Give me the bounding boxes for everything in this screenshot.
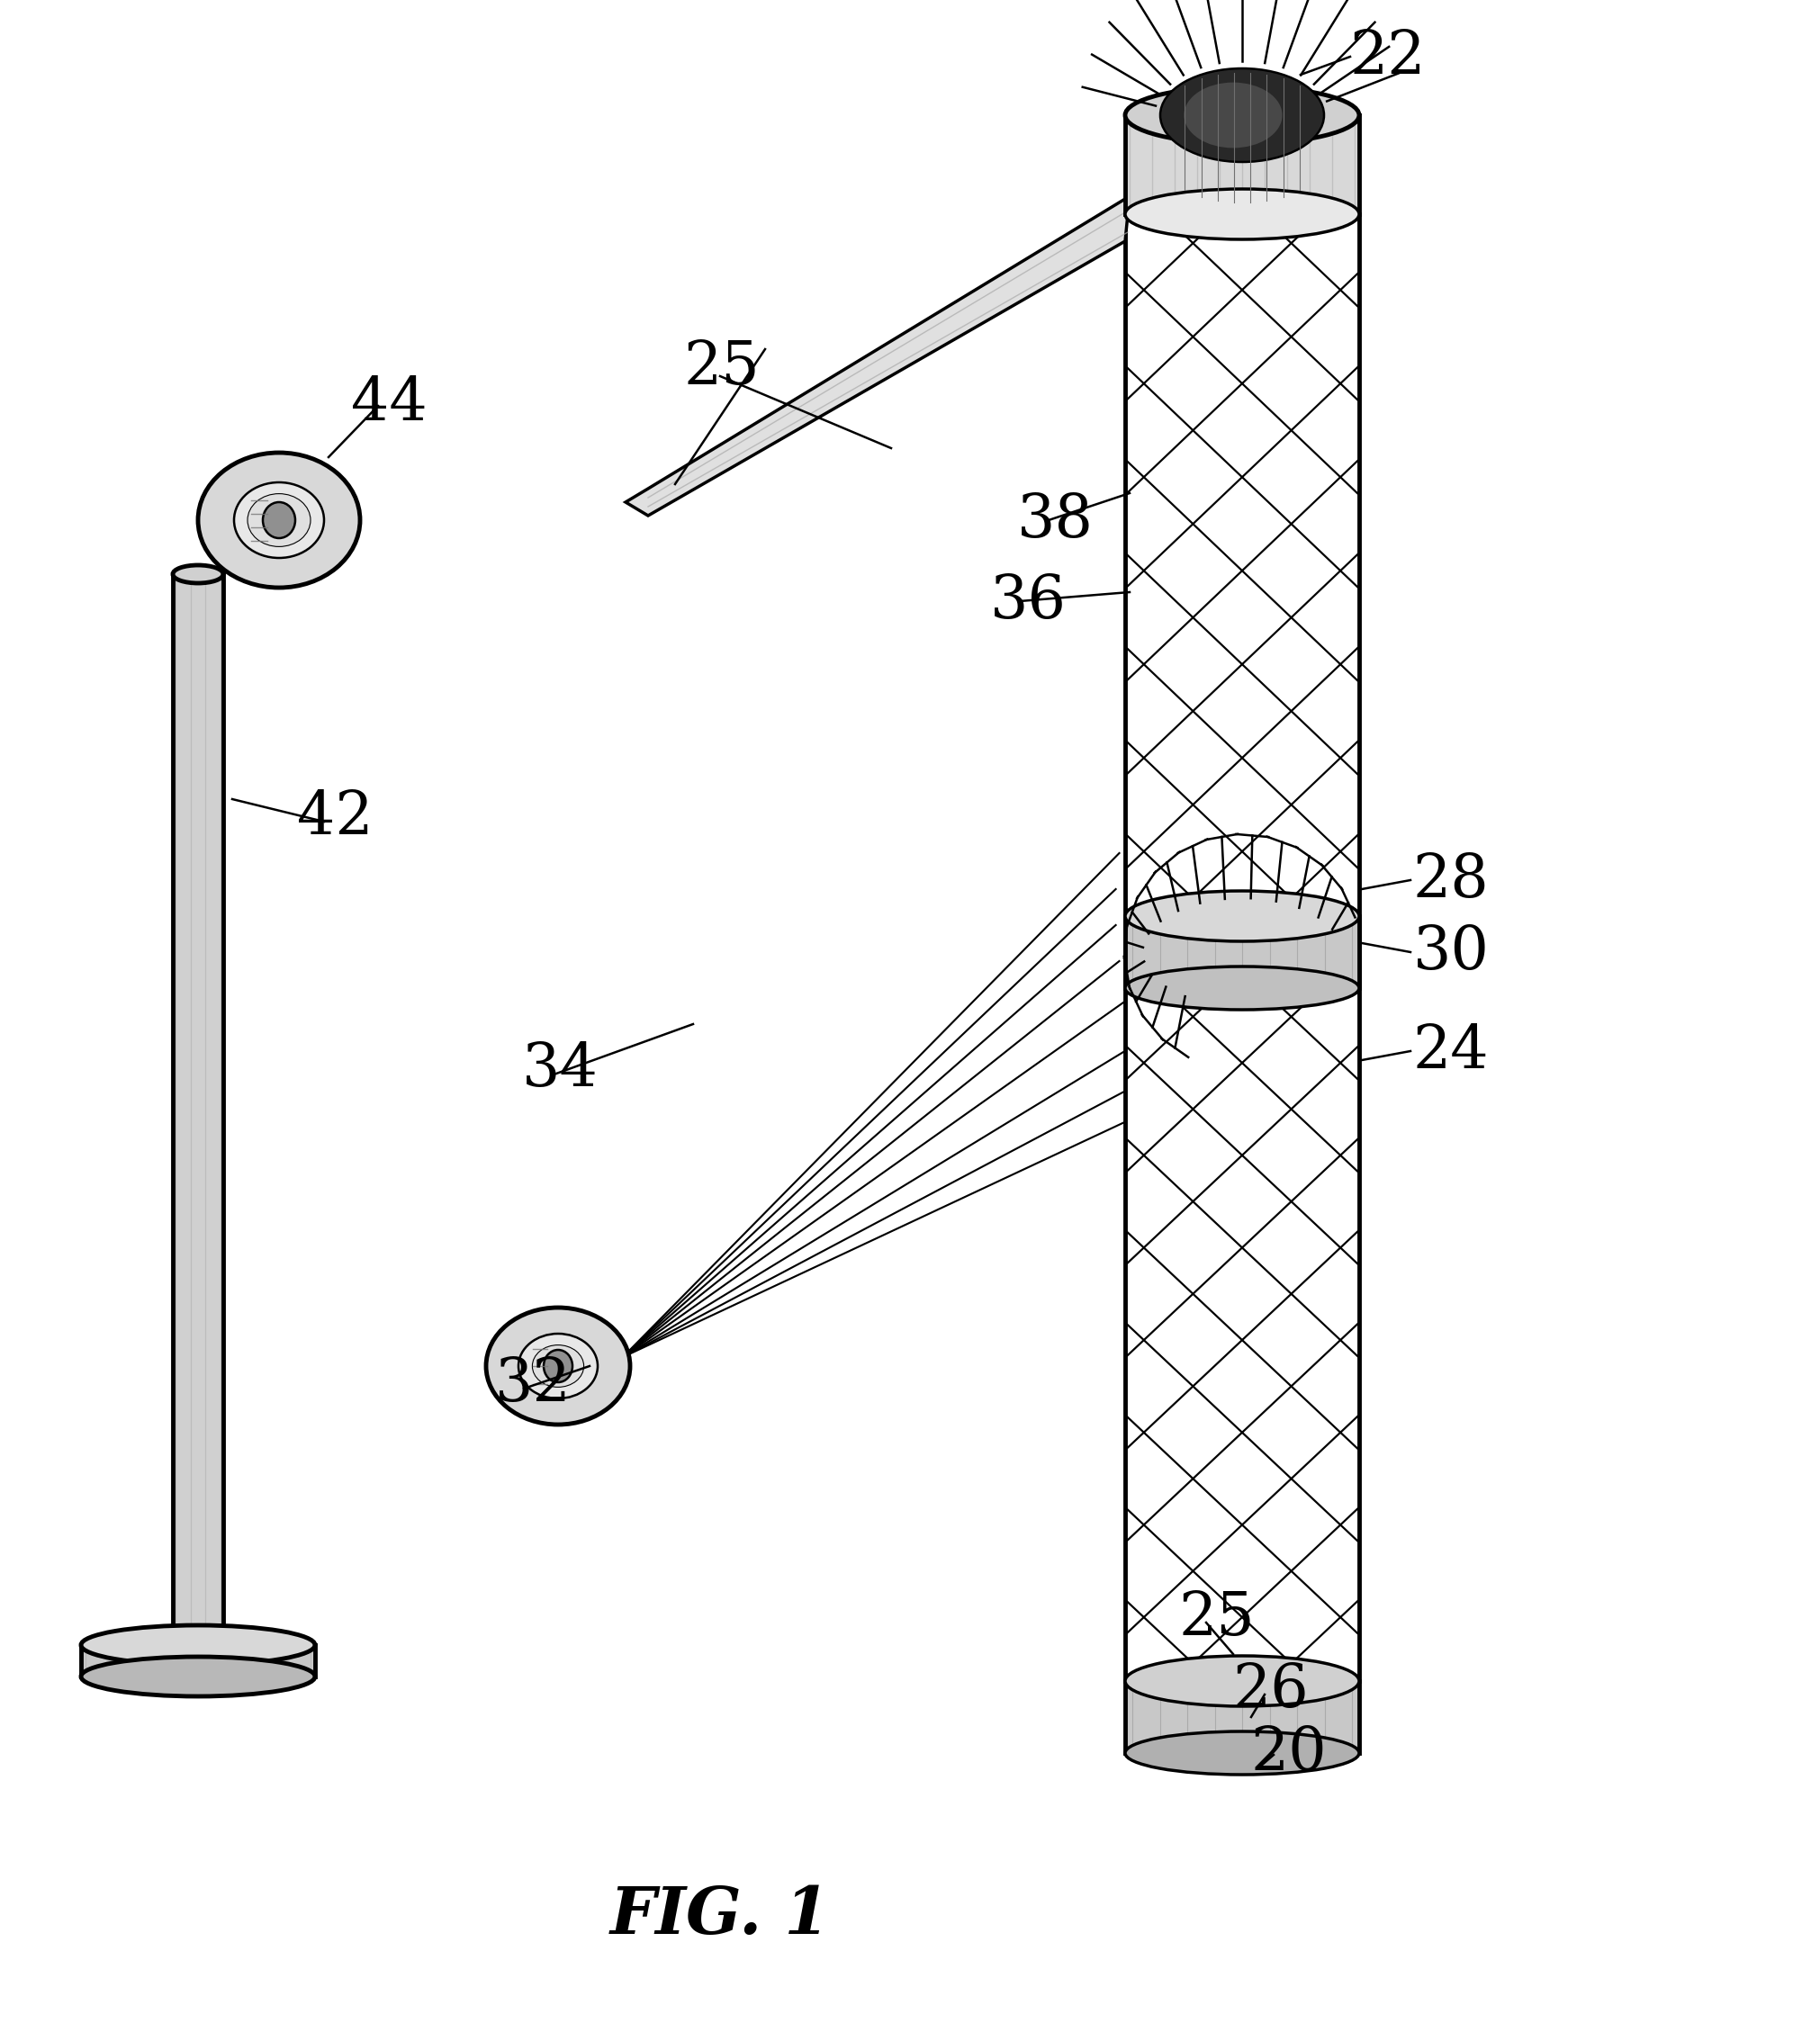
Polygon shape bbox=[626, 197, 1130, 516]
Polygon shape bbox=[1125, 213, 1360, 916]
Ellipse shape bbox=[519, 1333, 597, 1398]
Text: 20: 20 bbox=[1250, 1723, 1327, 1782]
Polygon shape bbox=[255, 457, 304, 583]
Ellipse shape bbox=[1185, 83, 1283, 148]
Ellipse shape bbox=[1125, 189, 1360, 240]
Ellipse shape bbox=[1125, 1656, 1360, 1707]
Ellipse shape bbox=[1125, 967, 1360, 1010]
Ellipse shape bbox=[1159, 69, 1323, 163]
Ellipse shape bbox=[82, 1656, 315, 1697]
Ellipse shape bbox=[1125, 1731, 1360, 1774]
Ellipse shape bbox=[1125, 87, 1360, 144]
Text: 28: 28 bbox=[1412, 851, 1489, 910]
Text: 25: 25 bbox=[684, 337, 761, 396]
Polygon shape bbox=[82, 1646, 315, 1676]
Text: 36: 36 bbox=[990, 571, 1067, 630]
Text: 30: 30 bbox=[1412, 923, 1489, 981]
Text: 24: 24 bbox=[1412, 1022, 1489, 1081]
Ellipse shape bbox=[1125, 890, 1360, 941]
Ellipse shape bbox=[235, 482, 324, 559]
Polygon shape bbox=[1125, 988, 1360, 1680]
Text: 22: 22 bbox=[1350, 26, 1427, 85]
Ellipse shape bbox=[198, 453, 360, 587]
Text: 42: 42 bbox=[297, 788, 373, 847]
Polygon shape bbox=[1125, 916, 1360, 988]
Ellipse shape bbox=[262, 502, 295, 538]
Text: 32: 32 bbox=[495, 1355, 571, 1414]
Polygon shape bbox=[173, 575, 224, 1646]
Text: 44: 44 bbox=[351, 374, 428, 433]
Ellipse shape bbox=[82, 1626, 315, 1664]
Text: 26: 26 bbox=[1234, 1660, 1309, 1719]
Text: FIG. 1: FIG. 1 bbox=[610, 1884, 830, 1947]
Polygon shape bbox=[1125, 1680, 1360, 1754]
Ellipse shape bbox=[173, 565, 224, 583]
Ellipse shape bbox=[531, 1345, 584, 1388]
Text: 25: 25 bbox=[1179, 1589, 1256, 1648]
Text: 38: 38 bbox=[1017, 492, 1094, 549]
Ellipse shape bbox=[486, 1307, 630, 1424]
Polygon shape bbox=[1125, 116, 1360, 213]
Text: 34: 34 bbox=[522, 1040, 599, 1099]
Ellipse shape bbox=[544, 1349, 573, 1382]
Ellipse shape bbox=[248, 494, 311, 547]
